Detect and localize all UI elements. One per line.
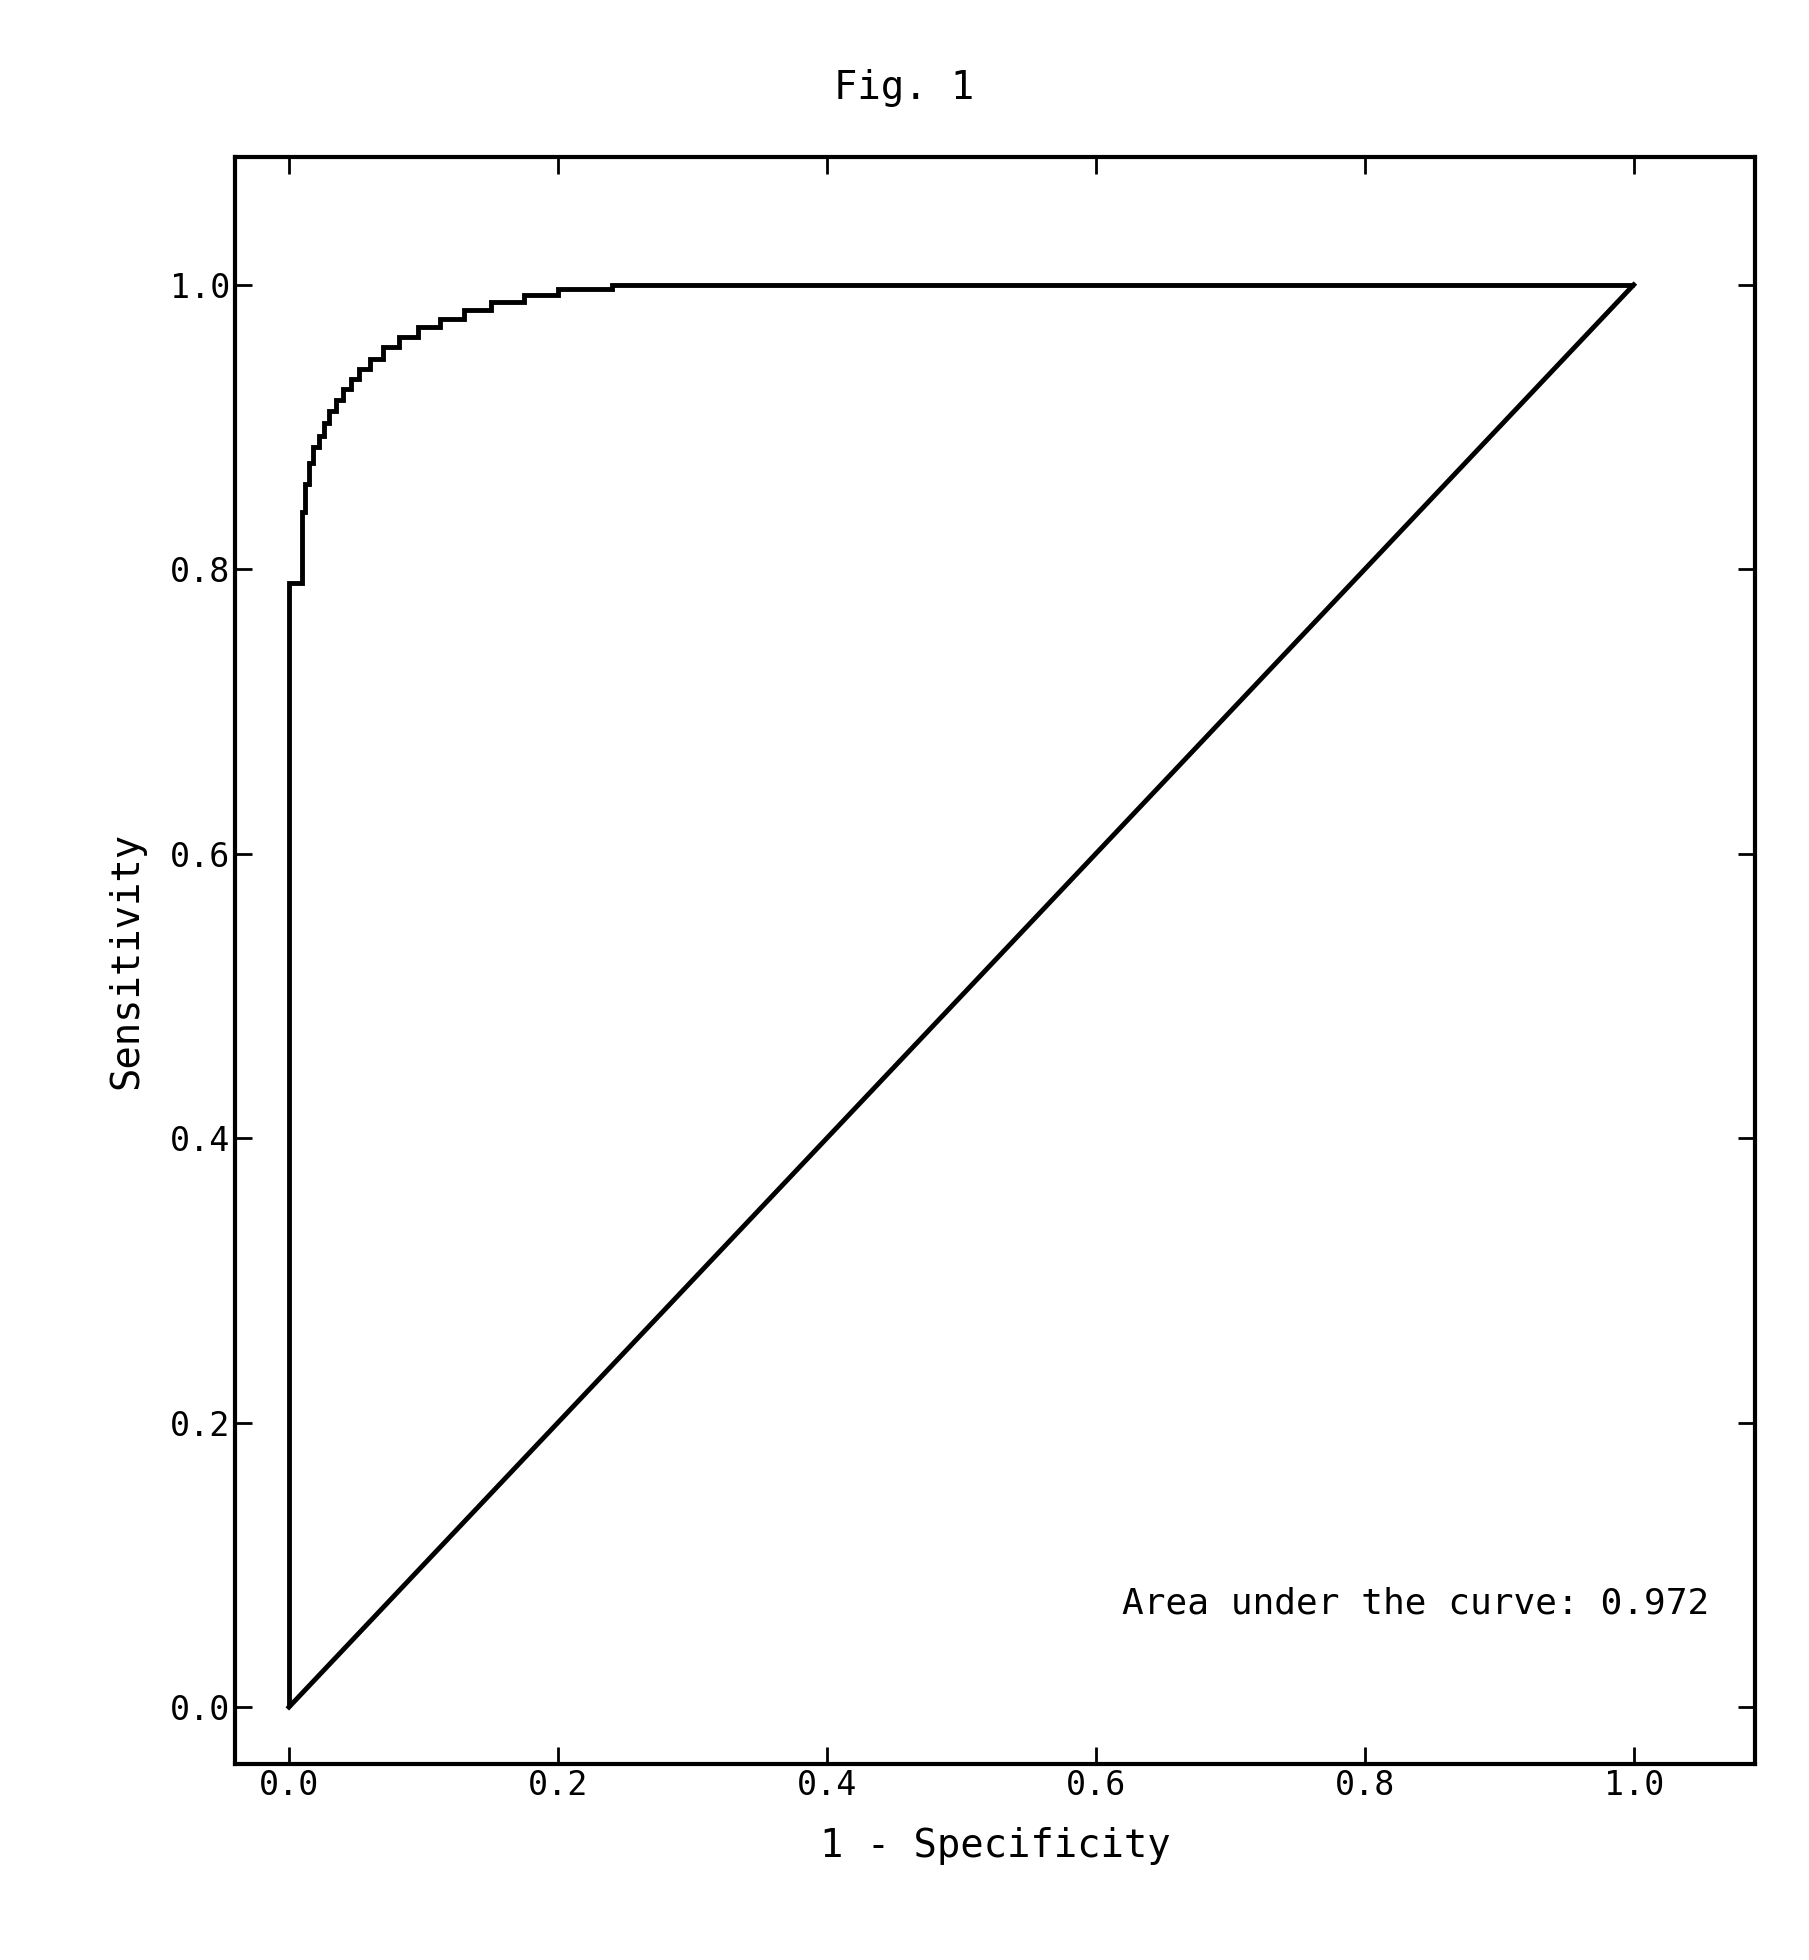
Y-axis label: Sensitivity: Sensitivity [107, 831, 145, 1090]
Text: Fig. 1: Fig. 1 [834, 69, 975, 106]
Text: Area under the curve: 0.972: Area under the curve: 0.972 [1122, 1586, 1710, 1621]
X-axis label: 1 - Specificity: 1 - Specificity [819, 1827, 1170, 1864]
